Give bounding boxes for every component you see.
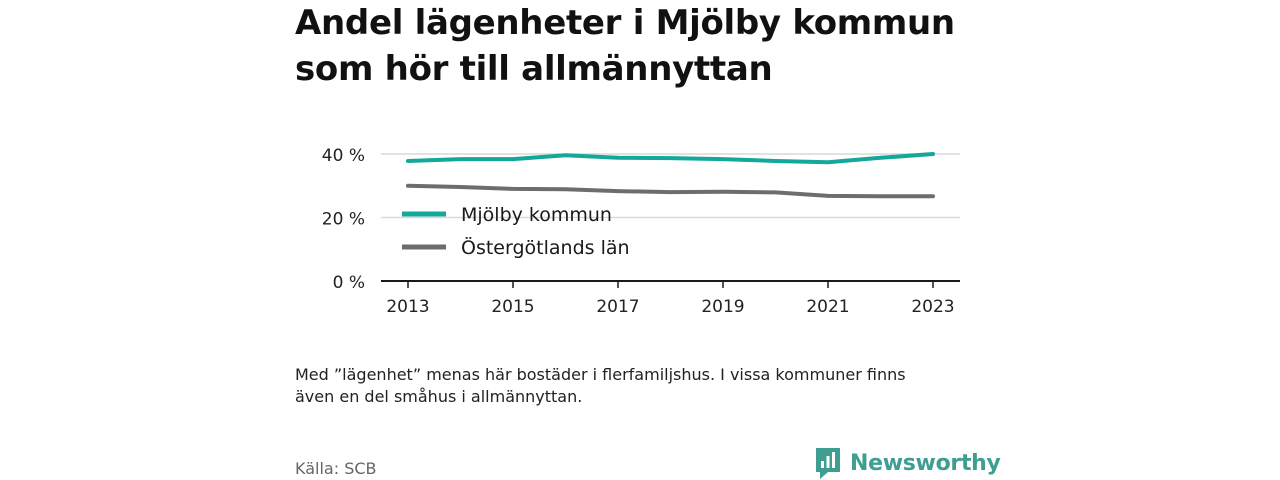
- series-layer: [406, 152, 935, 199]
- title-line-2: som hör till allmännyttan: [295, 49, 773, 89]
- source-label: Källa: SCB: [295, 459, 377, 478]
- legend-swatch: [402, 244, 446, 250]
- axis-layer: 0 % 20 % 40 % 2013 2015 2017 2019 2021 2023: [322, 146, 960, 317]
- title-line-1: Andel lägenheter i Mjölby kommun: [295, 3, 955, 43]
- legend-label: Mjölby kommun: [461, 204, 612, 226]
- x-tick-label: 2019: [701, 297, 744, 317]
- series-line: [406, 183, 935, 199]
- x-tick-label: 2013: [386, 297, 429, 317]
- x-tick-label: 2021: [806, 297, 849, 317]
- y-tick-label: 20 %: [322, 210, 365, 230]
- footnote-line-2: även en del småhus i allmännyttan.: [295, 387, 583, 406]
- legend-swatch: [402, 211, 446, 217]
- chart-title: Andel lägenheter i Mjölby kommun som hör…: [295, 0, 995, 92]
- brand-name: Newsworthy: [850, 450, 1001, 476]
- legend: Mjölby kommun Östergötlands län: [402, 204, 630, 259]
- legend-label: Östergötlands län: [461, 236, 630, 259]
- footnote-line-1: Med ”lägenhet” menas här bostäder i fler…: [295, 365, 906, 384]
- brand-logo[interactable]: Newsworthy: [814, 446, 1001, 480]
- y-tick-label: 40 %: [322, 146, 365, 166]
- x-tick-label: 2017: [596, 297, 639, 317]
- newsworthy-logo-icon: [816, 448, 840, 479]
- footnote: Med ”lägenhet” menas här bostäder i fler…: [295, 364, 995, 408]
- x-tick-label: 2023: [911, 297, 954, 317]
- grid-layer: [381, 153, 960, 219]
- y-tick-label: 0 %: [333, 273, 365, 293]
- x-tick-label: 2015: [491, 297, 534, 317]
- series-line: [406, 152, 935, 165]
